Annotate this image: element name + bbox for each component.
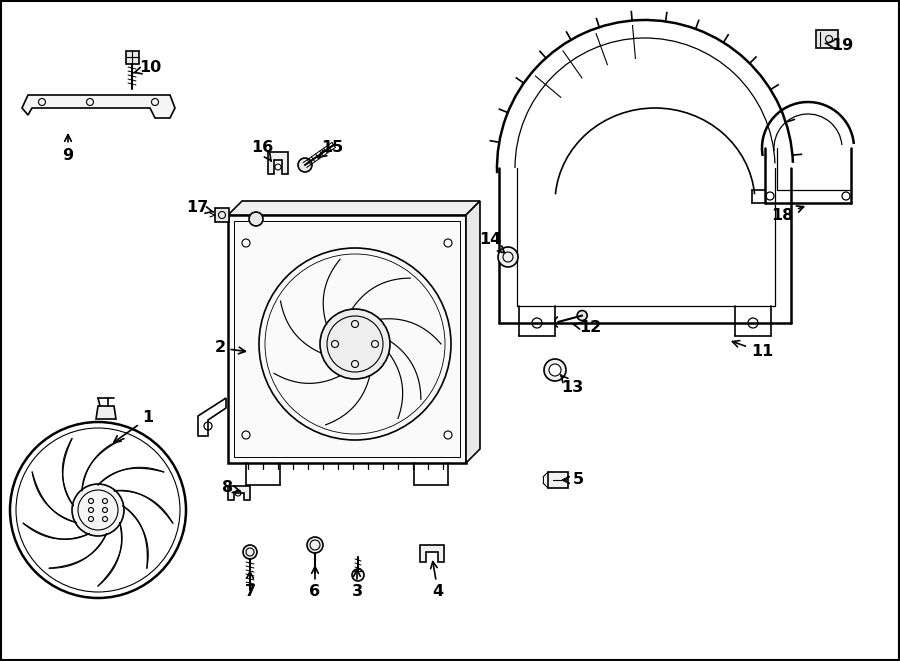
Bar (126, 51, 139, 64)
Circle shape (320, 309, 390, 379)
Text: 10: 10 (133, 61, 161, 75)
Text: 12: 12 (573, 321, 601, 336)
Bar (228, 215, 466, 463)
Bar (816, 30, 838, 48)
Circle shape (549, 364, 561, 376)
Polygon shape (22, 95, 175, 118)
Bar (234, 221, 460, 457)
Polygon shape (228, 201, 480, 215)
Circle shape (544, 359, 566, 381)
Circle shape (72, 484, 124, 536)
Text: 19: 19 (825, 38, 853, 52)
Text: 15: 15 (318, 141, 343, 158)
Text: 3: 3 (351, 570, 363, 600)
Circle shape (243, 545, 257, 559)
Circle shape (298, 158, 312, 172)
Text: 4: 4 (430, 562, 444, 600)
Text: 18: 18 (771, 206, 804, 223)
Polygon shape (268, 152, 288, 174)
Text: 16: 16 (251, 141, 273, 161)
Circle shape (577, 311, 587, 321)
Text: 13: 13 (561, 375, 583, 395)
Polygon shape (420, 545, 444, 562)
Text: 17: 17 (186, 200, 213, 215)
Text: 1: 1 (113, 410, 154, 442)
Circle shape (249, 212, 263, 226)
Text: 9: 9 (62, 135, 74, 163)
Text: 8: 8 (222, 481, 239, 496)
Polygon shape (96, 406, 116, 419)
Text: 6: 6 (310, 566, 320, 600)
Polygon shape (466, 201, 480, 463)
Text: 7: 7 (245, 572, 256, 600)
Circle shape (307, 537, 323, 553)
Text: 14: 14 (479, 233, 505, 253)
Bar (215, 208, 229, 222)
Circle shape (498, 247, 518, 267)
Bar (548, 472, 568, 488)
Text: 11: 11 (733, 340, 773, 360)
Text: 5: 5 (562, 473, 583, 488)
Circle shape (352, 569, 364, 581)
Text: 2: 2 (214, 340, 246, 356)
Polygon shape (228, 486, 250, 500)
